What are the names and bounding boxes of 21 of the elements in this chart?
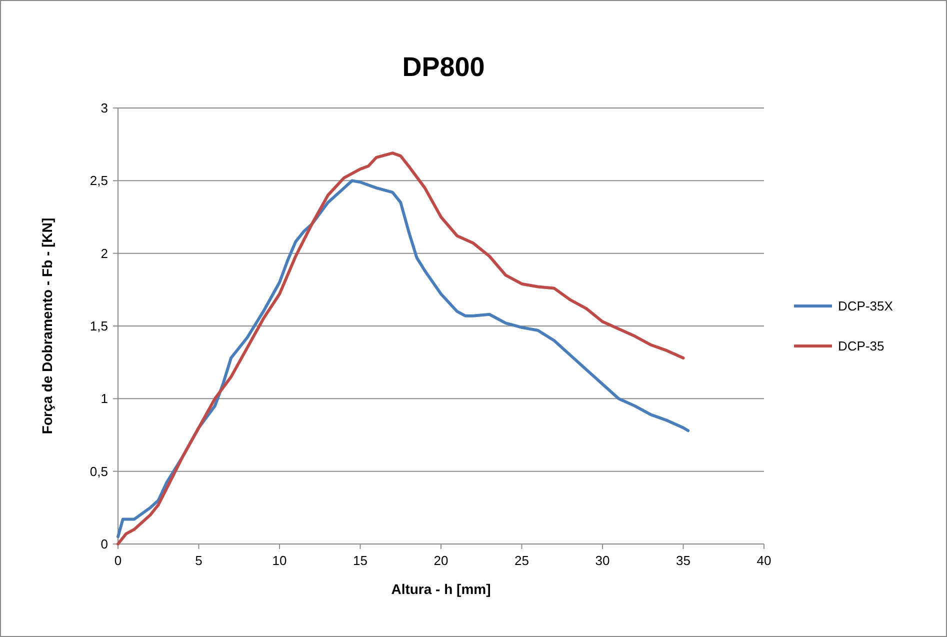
x-tick-label: 25: [514, 553, 529, 568]
y-tick-label: 0,5: [90, 464, 108, 479]
x-tick-label: 40: [756, 553, 772, 568]
y-tick-label: 1,5: [90, 318, 108, 334]
legend-label: DCP-35: [838, 338, 884, 354]
x-tick-label: 5: [195, 553, 202, 568]
x-tick-label: 35: [676, 553, 690, 568]
x-tick-label: 15: [353, 553, 368, 568]
y-tick-label: 1: [100, 391, 108, 406]
chart-title: DP800: [402, 52, 485, 82]
legend-label: DCP-35X: [838, 298, 894, 314]
x-tick-label: 10: [272, 553, 287, 568]
y-tick-label: 2,5: [90, 173, 108, 188]
x-tick-label: 0: [114, 553, 122, 568]
y-tick-label: 0: [100, 536, 108, 552]
x-tick-label: 30: [595, 553, 610, 568]
y-tick-label: 3: [100, 100, 108, 116]
x-tick-label: 20: [434, 553, 448, 568]
y-axis-title: Força de Dobramento - Fb - [KN]: [39, 218, 55, 434]
x-axis-title: Altura - h [mm]: [391, 581, 491, 597]
y-tick-label: 2: [100, 246, 108, 261]
